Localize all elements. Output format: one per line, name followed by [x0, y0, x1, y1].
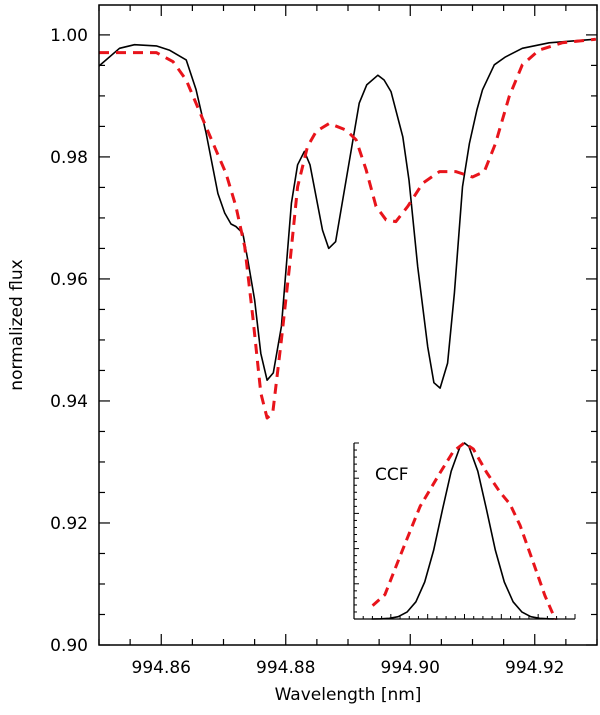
x-tick-label: 994.88 — [256, 658, 315, 678]
x-axis-label: Wavelength [nm] — [275, 685, 422, 705]
tick-labels: 994.86 994.88 994.90 994.92 0.90 0.92 0.94 0.96… — [50, 26, 564, 678]
x-tick-label: 994.90 — [381, 658, 440, 678]
inset-label: CCF — [375, 465, 409, 485]
ccf-inset — [353, 441, 576, 620]
x-tick-label: 994.92 — [505, 658, 564, 678]
y-tick-label: 0.96 — [50, 270, 88, 290]
plot-frame — [98, 4, 598, 646]
inset-series-dashed-line — [371, 441, 557, 620]
y-tick-label: 0.98 — [50, 148, 88, 168]
y-tick-label: 0.94 — [50, 392, 88, 412]
inset-series-solid-line — [371, 442, 558, 620]
x-tick-label: 994.86 — [132, 658, 191, 678]
y-tick-label: 1.00 — [50, 26, 88, 46]
y-axis-label: normalized flux — [7, 259, 27, 390]
y-tick-label: 0.92 — [50, 514, 88, 534]
series-group — [98, 37, 596, 420]
series-dashed-line — [99, 37, 596, 420]
y-tick-label: 0.90 — [50, 636, 88, 656]
axis-ticks — [98, 5, 598, 646]
series-solid-line — [98, 38, 596, 389]
